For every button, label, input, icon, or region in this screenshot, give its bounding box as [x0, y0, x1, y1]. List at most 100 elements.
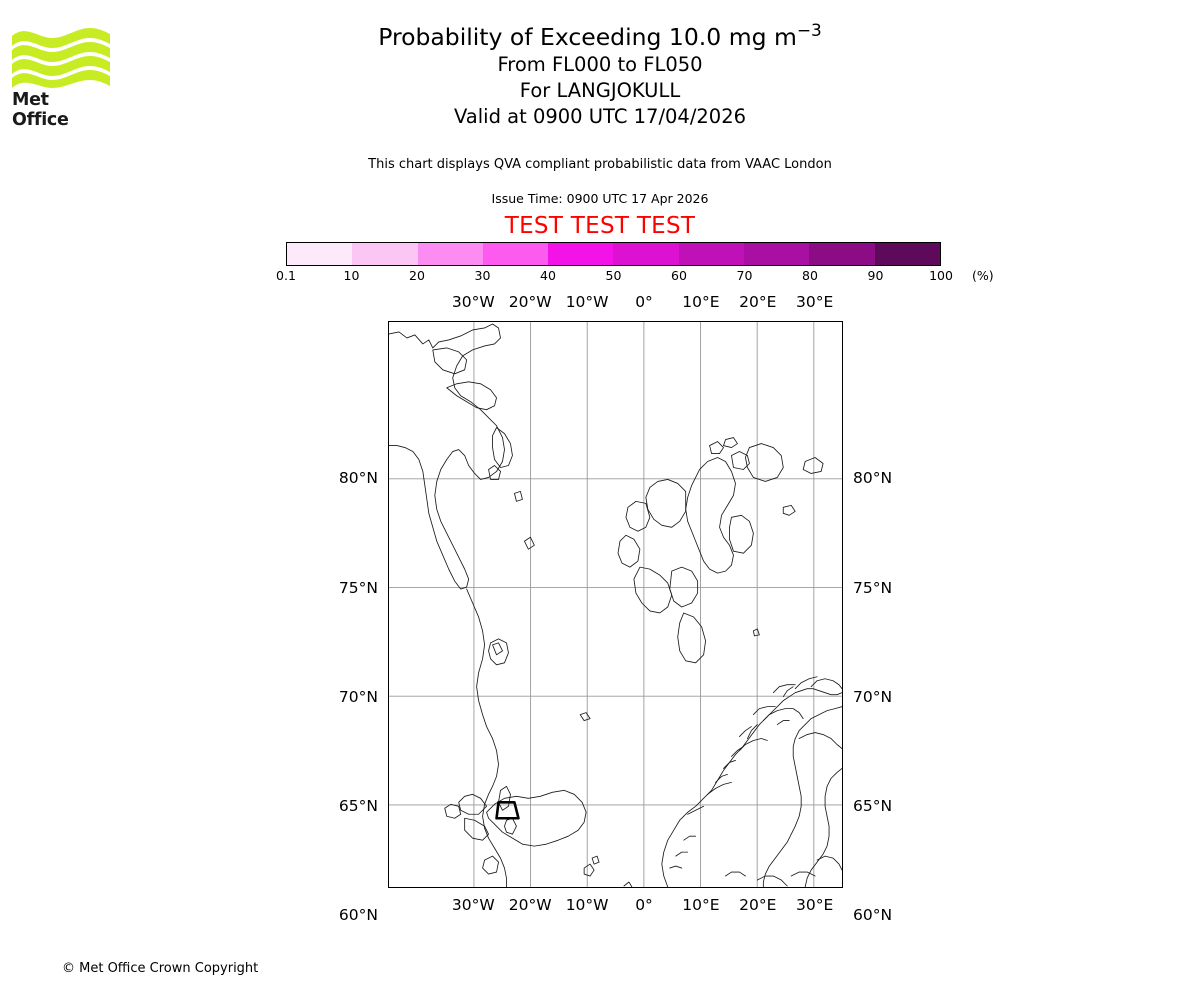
nordaustlandet-w	[731, 451, 750, 470]
colorbar-unit-label: (%)	[972, 268, 994, 283]
lon-tick-bottom-20°E: 20°E	[739, 896, 777, 914]
norway-south-fjord	[669, 865, 683, 869]
colorbar-segment-5	[613, 243, 679, 265]
greenland-inlet	[446, 381, 497, 411]
page-title-exponent: −3	[796, 20, 822, 41]
colorbar-tick-40: 40	[540, 268, 556, 283]
iceland-westfjord-tip	[444, 803, 462, 819]
lon-tick-top-10°W: 10°W	[565, 293, 609, 311]
met-office-wave-icon	[12, 28, 110, 88]
lat-tick-right-60°N: 60°N	[853, 905, 893, 924]
lon-tick-bottom-10°W: 10°W	[565, 896, 609, 914]
shetland	[623, 881, 633, 887]
nordaustlandet	[745, 443, 784, 482]
colorbar-segment-3	[482, 243, 549, 265]
lofoten-inner	[746, 724, 758, 739]
baltic-islands	[725, 871, 746, 877]
lat-tick-right-70°N: 70°N	[853, 687, 893, 706]
svalbard-central	[669, 566, 699, 608]
qva-compliance-note: This chart displays QVA compliant probab…	[368, 157, 832, 172]
colorbar-tick-100: 100	[929, 268, 953, 283]
map-plot-area[interactable]	[388, 321, 843, 888]
volcano-subtitle: For LANGJOKULL	[519, 79, 681, 102]
map-svg	[389, 322, 842, 887]
colorbar	[286, 242, 941, 266]
svalbard-west-isle	[645, 479, 687, 528]
lat-tick-right-65°N: 65°N	[853, 796, 893, 815]
troms-coast	[752, 706, 776, 716]
colorbar-tick-20: 20	[409, 268, 425, 283]
lat-tick-right-80°N: 80°N	[853, 469, 893, 488]
norway-west-coast	[661, 688, 842, 887]
svalbard-isle-sw	[617, 534, 641, 568]
norway-hardangerfjord	[675, 851, 689, 857]
colorbar-segment-9	[874, 243, 940, 265]
lake-ladoga	[816, 855, 842, 871]
colorbar-segment-7	[744, 243, 810, 265]
colorbar-segment-2	[417, 243, 483, 265]
lofoten-c	[715, 773, 728, 783]
finnmark-coast	[772, 684, 796, 694]
svalbard-southwest	[633, 566, 673, 614]
kong-karls-land	[782, 504, 796, 516]
lat-tick-left-65°N: 65°N	[338, 796, 378, 815]
colorbar-tick-90: 90	[867, 268, 884, 283]
langjokull-volcano-marker	[495, 801, 520, 820]
lat-tick-left-75°N: 75°N	[338, 578, 378, 597]
gulf-of-finland	[790, 871, 816, 877]
colorbar-segment-8	[809, 243, 875, 265]
map-gridlines	[389, 322, 842, 887]
lon-tick-bottom-10°E: 10°E	[682, 896, 720, 914]
greenland-island-d	[504, 817, 517, 835]
colorbar-tick-80: 80	[802, 268, 818, 283]
sweden-south	[756, 875, 788, 887]
lon-tick-bottom-0°: 0°	[635, 896, 653, 914]
copyright-notice: © Met Office Crown Copyright	[62, 961, 259, 976]
met-office-logo: Met Office	[12, 26, 110, 130]
lon-tick-top-20°W: 20°W	[508, 293, 552, 311]
jan-mayen	[579, 712, 591, 722]
colorbar-tick-60: 60	[671, 268, 687, 283]
page-title-text: Probability of Exceeding 10.0 mg m	[378, 23, 797, 51]
spitsbergen	[685, 457, 736, 574]
issue-time-label: Issue Time: 0900 UTC 17 Apr 2026	[491, 191, 709, 206]
lat-tick-left-80°N: 80°N	[338, 469, 378, 488]
lon-tick-top-20°E: 20°E	[739, 293, 777, 311]
norway-fjord-4	[687, 805, 705, 815]
iceland-snaefellsnes	[464, 817, 489, 841]
norway-fjord-3	[707, 781, 732, 795]
test-banner: TEST TEST TEST	[504, 213, 696, 239]
greenland-island-c	[482, 855, 499, 875]
greenland-bay	[432, 347, 468, 375]
kola-coast	[810, 678, 842, 690]
small-island-4	[492, 642, 503, 656]
page-title: Probability of Exceeding 10.0 mg m−3	[0, 22, 1200, 52]
greenland-coast	[389, 323, 505, 590]
faroe-islands	[583, 863, 595, 877]
edgeoya	[729, 514, 754, 554]
small-island-3	[523, 536, 535, 550]
bear-island	[752, 628, 760, 637]
finland-north	[798, 732, 842, 749]
svalbard-prins-karls	[625, 500, 651, 532]
small-island-1	[488, 465, 501, 480]
colorbar-segment-1	[352, 243, 418, 265]
lat-tick-left-60°N: 60°N	[338, 905, 378, 924]
colorbar-tick-50: 50	[605, 268, 622, 283]
lon-tick-bottom-30°E: 30°E	[796, 896, 834, 914]
greenland-peninsula	[492, 427, 513, 468]
norway-inner-fjord	[776, 720, 790, 725]
colorbar-tick-0.1: 0.1	[276, 268, 296, 283]
greenland-island-a	[488, 638, 509, 666]
vesteralen	[739, 726, 752, 737]
small-island-2	[514, 490, 523, 502]
norway-fjord-1	[762, 708, 804, 722]
lat-tick-left-70°N: 70°N	[338, 687, 378, 706]
lon-tick-top-30°E: 30°E	[796, 293, 834, 311]
met-office-logo-text: Met Office	[12, 90, 69, 130]
lofoten-b	[723, 760, 736, 769]
faroe-islet	[591, 855, 600, 865]
colorbar-tick-70: 70	[736, 268, 753, 283]
iceland-main	[486, 789, 587, 847]
iceland-westfjords	[458, 793, 487, 815]
